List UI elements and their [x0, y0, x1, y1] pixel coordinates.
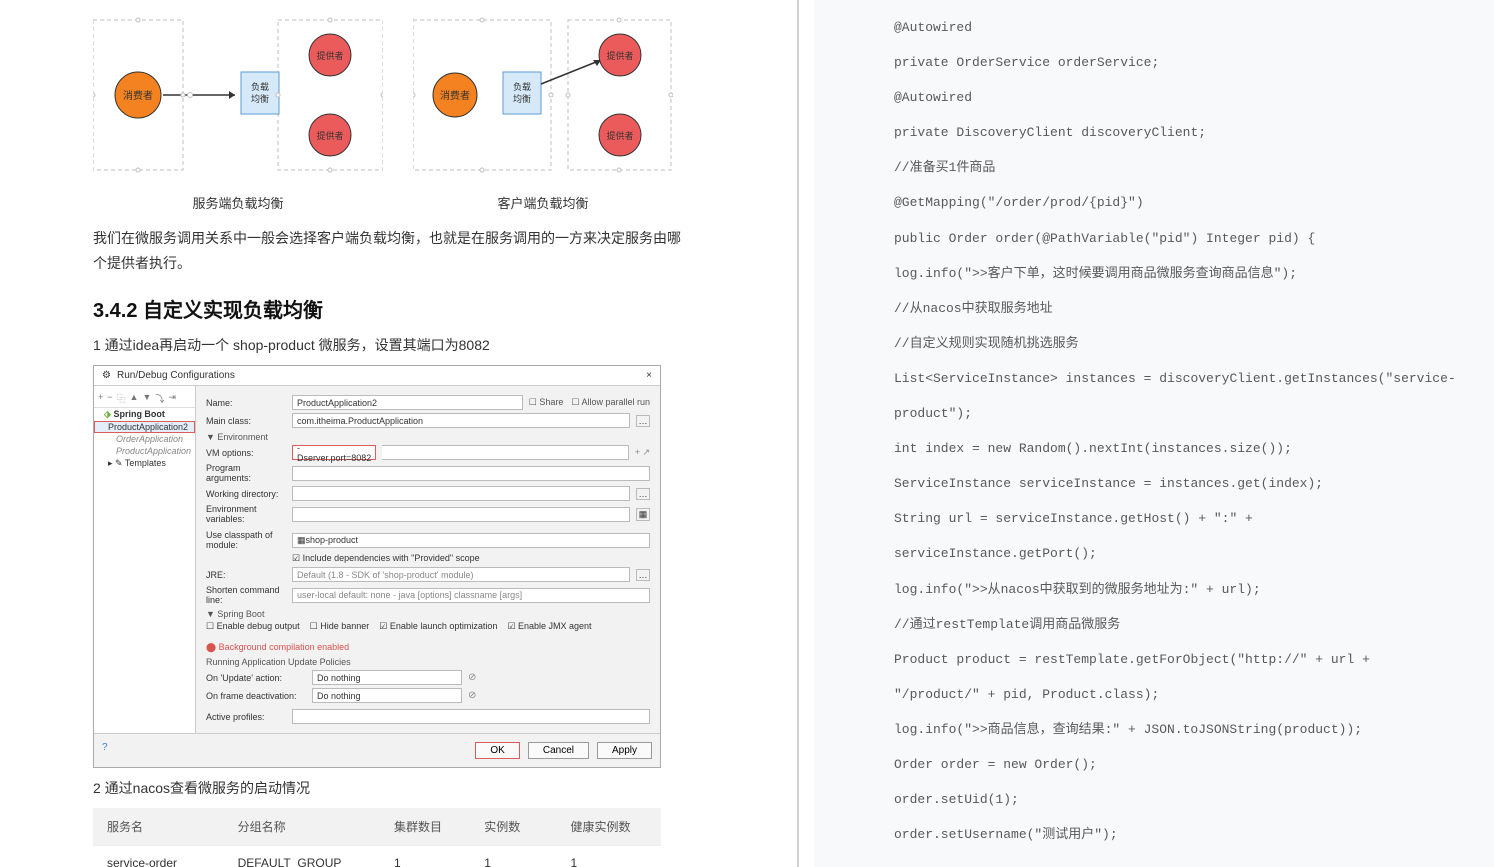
- svg-text:均衡: 均衡: [513, 93, 531, 104]
- code-line: order.setUid(1);: [894, 782, 1464, 817]
- client-lb-caption: 客户端负载均衡: [413, 193, 673, 212]
- ok-button[interactable]: OK: [475, 742, 519, 759]
- table-header: 实例数: [470, 808, 556, 846]
- tree-templates[interactable]: ▸ ✎ Templates: [94, 457, 195, 470]
- table-header: 服务名: [93, 808, 224, 846]
- svg-text:提供者: 提供者: [606, 50, 633, 61]
- table-row: service-orderDEFAULT_GROUP111: [93, 846, 661, 867]
- ide-toolbar: +−⿻▲▼⤵⇥: [94, 390, 195, 408]
- svg-text:消费者: 消费者: [123, 89, 153, 102]
- table-header: 集群数目: [380, 808, 470, 846]
- svg-text:均衡: 均衡: [251, 93, 269, 104]
- step-2: 2 通过nacos查看微服务的启动情况: [93, 778, 689, 798]
- code-line: product");: [894, 396, 1464, 431]
- code-line: List<ServiceInstance> instances = discov…: [894, 361, 1464, 396]
- svg-text:提供者: 提供者: [316, 130, 343, 141]
- svg-text:消费者: 消费者: [440, 89, 470, 102]
- table-header: 健康实例数: [557, 808, 661, 846]
- tree-order-app[interactable]: OrderApplication: [94, 433, 195, 445]
- gear-icon: ⚙: [102, 370, 111, 381]
- code-line: order.setUsername("测试用户");: [894, 817, 1464, 852]
- code-line: "/product/" + pid, Product.class);: [894, 677, 1464, 712]
- code-line: String url = serviceInstance.getHost() +…: [894, 501, 1464, 536]
- code-line: Order order = new Order();: [894, 747, 1464, 782]
- ide-config-tree: +−⿻▲▼⤵⇥ ⬗ Spring Boot ProductApplication…: [94, 386, 196, 733]
- code-line: private OrderService orderService;: [894, 45, 1464, 80]
- name-input[interactable]: ProductApplication2: [292, 395, 523, 410]
- vm-options-input[interactable]: -Dserver.port=8082: [292, 445, 376, 460]
- server-lb-diagram: 消费者 负载 均衡 提供者 提供者: [93, 10, 383, 212]
- code-line: serviceInstance.getPort();: [894, 536, 1464, 571]
- tree-product-app[interactable]: ProductApplication: [94, 445, 195, 457]
- code-line: //准备买1件商品: [894, 150, 1464, 185]
- code-line: log.info(">>从nacos中获取到的微服务地址为:" + url);: [894, 572, 1464, 607]
- client-lb-diagram: 消费者 负载 均衡 提供者 提供者: [413, 10, 673, 212]
- svg-text:负载: 负载: [251, 81, 269, 92]
- ide-run-config-dialog: ⚙ Run/Debug Configurations × +−⿻▲▼⤵⇥ ⬗ S…: [93, 365, 661, 768]
- paragraph-intro: 我们在微服务调用关系中一般会选择客户端负载均衡，也就是在服务调用的一方来决定服务…: [93, 226, 689, 276]
- section-heading: 3.4.2 自定义实现负载均衡: [93, 294, 689, 323]
- table-header: 分组名称: [224, 808, 380, 846]
- main-class-input[interactable]: com.itheima.ProductApplication: [292, 413, 630, 428]
- svg-text:提供者: 提供者: [606, 130, 633, 141]
- help-icon[interactable]: ?: [102, 742, 108, 759]
- nacos-services-table: 服务名分组名称集群数目实例数健康实例数 service-orderDEFAULT…: [93, 808, 661, 867]
- svg-text:提供者: 提供者: [316, 50, 343, 61]
- tree-springboot[interactable]: ⬗ Spring Boot: [94, 408, 195, 421]
- left-column: 消费者 负载 均衡 提供者 提供者: [0, 0, 782, 867]
- close-icon[interactable]: ×: [646, 370, 652, 381]
- ide-dialog-title: ⚙ Run/Debug Configurations ×: [94, 366, 660, 386]
- code-line: log.info(">>客户下单，这时候要调用商品微服务查询商品信息");: [894, 256, 1464, 291]
- ide-form: Name: ProductApplication2 ☐ Share☐ Allow…: [196, 386, 660, 733]
- tree-product-app2[interactable]: ProductApplication2: [94, 421, 195, 433]
- client-lb-svg: 消费者 负载 均衡 提供者 提供者: [413, 10, 673, 185]
- code-column: @Autowiredprivate OrderService orderServ…: [814, 0, 1494, 867]
- diagrams-row: 消费者 负载 均衡 提供者 提供者: [93, 10, 689, 212]
- code-line: log.info(">>商品信息，查询结果:" + JSON.toJSONStr…: [894, 712, 1464, 747]
- server-lb-caption: 服务端负载均衡: [93, 193, 383, 212]
- code-block: @Autowiredprivate OrderService orderServ…: [894, 10, 1464, 852]
- step-1: 1 通过idea再启动一个 shop-product 微服务，设置其端口为808…: [93, 335, 689, 355]
- server-lb-svg: 消费者 负载 均衡 提供者 提供者: [93, 10, 383, 185]
- code-line: //自定义规则实现随机挑选服务: [894, 326, 1464, 361]
- code-line: @Autowired: [894, 10, 1464, 45]
- code-line: Product product = restTemplate.getForObj…: [894, 642, 1464, 677]
- code-line: //从nacos中获取服务地址: [894, 291, 1464, 326]
- svg-text:负载: 负载: [513, 81, 531, 92]
- code-line: private DiscoveryClient discoveryClient;: [894, 115, 1464, 150]
- cancel-button[interactable]: Cancel: [528, 742, 589, 759]
- code-line: ServiceInstance serviceInstance = instan…: [894, 466, 1464, 501]
- apply-button[interactable]: Apply: [597, 742, 652, 759]
- code-line: int index = new Random().nextInt(instanc…: [894, 431, 1464, 466]
- code-line: public Order order(@PathVariable("pid") …: [894, 221, 1464, 256]
- code-line: @Autowired: [894, 80, 1464, 115]
- column-divider: [797, 0, 799, 867]
- code-line: //通过restTemplate调用商品微服务: [894, 607, 1464, 642]
- code-line: @GetMapping("/order/prod/{pid}"): [894, 185, 1464, 220]
